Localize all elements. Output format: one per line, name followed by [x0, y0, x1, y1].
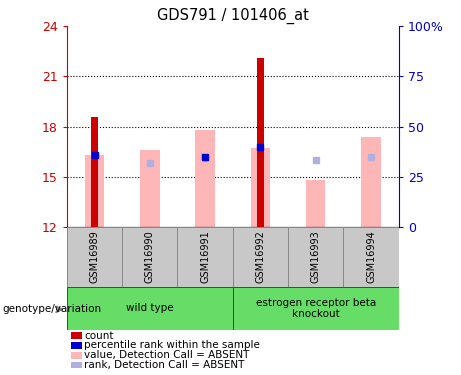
Bar: [257, 58, 264, 227]
Text: count: count: [84, 331, 114, 340]
Text: GSM16993: GSM16993: [311, 231, 321, 283]
Text: GSM16994: GSM16994: [366, 231, 376, 283]
Text: GSM16990: GSM16990: [145, 231, 155, 283]
Bar: [233, 227, 288, 287]
Text: genotype/variation: genotype/variation: [2, 304, 101, 314]
Bar: [140, 150, 160, 227]
Bar: [361, 136, 381, 227]
Text: value, Detection Call = ABSENT: value, Detection Call = ABSENT: [84, 350, 250, 360]
Bar: [67, 227, 122, 287]
Title: GDS791 / 101406_at: GDS791 / 101406_at: [157, 7, 309, 24]
Text: GSM16991: GSM16991: [200, 231, 210, 283]
Bar: [288, 227, 343, 287]
Text: GSM16992: GSM16992: [255, 230, 266, 284]
Bar: [251, 148, 270, 227]
Text: GSM16989: GSM16989: [89, 231, 100, 283]
Text: percentile rank within the sample: percentile rank within the sample: [84, 340, 260, 350]
Bar: [343, 227, 399, 287]
Bar: [85, 155, 104, 227]
Text: wild type: wild type: [126, 303, 174, 313]
Text: estrogen receptor beta
knockout: estrogen receptor beta knockout: [256, 298, 376, 319]
Bar: [306, 180, 325, 227]
Bar: [67, 287, 233, 330]
Bar: [177, 227, 233, 287]
Bar: [122, 227, 177, 287]
Text: rank, Detection Call = ABSENT: rank, Detection Call = ABSENT: [84, 360, 245, 370]
Bar: [91, 117, 98, 227]
Bar: [195, 130, 215, 227]
Bar: [233, 287, 399, 330]
